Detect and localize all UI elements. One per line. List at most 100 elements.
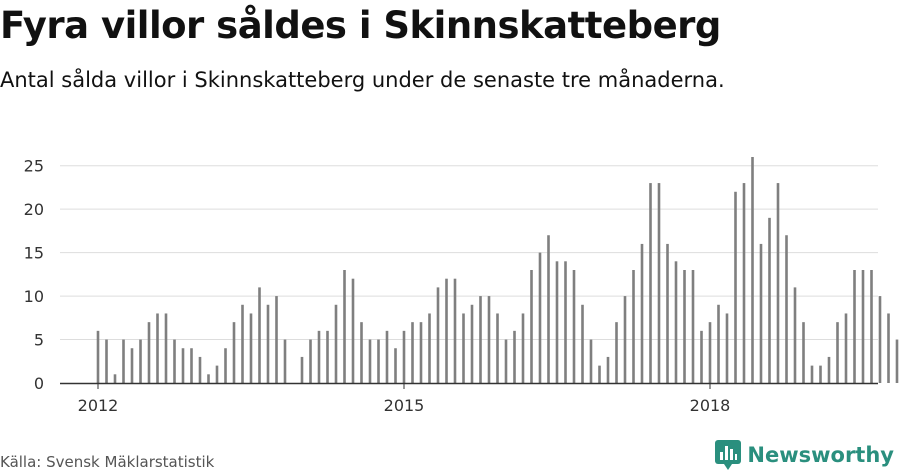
bar bbox=[895, 339, 899, 383]
chart-title: Fyra villor såldes i Skinnskatteberg bbox=[0, 4, 721, 47]
bar bbox=[164, 313, 168, 383]
y-tick-label: 10 bbox=[24, 287, 44, 306]
bar bbox=[436, 287, 440, 383]
bar bbox=[198, 356, 202, 383]
bar bbox=[708, 322, 712, 383]
brand-logo: Newsworthy bbox=[715, 440, 894, 470]
bar bbox=[258, 287, 261, 383]
bar bbox=[725, 313, 729, 383]
chart-subtitle: Antal sålda villor i Skinnskatteberg und… bbox=[0, 68, 725, 92]
bar bbox=[385, 330, 389, 383]
y-tick-label: 0 bbox=[34, 374, 44, 393]
bar bbox=[691, 270, 695, 383]
bar bbox=[683, 270, 686, 383]
bar bbox=[581, 304, 584, 383]
bar bbox=[657, 183, 661, 383]
bar bbox=[674, 261, 678, 383]
bar bbox=[878, 296, 882, 383]
bar bbox=[394, 348, 397, 383]
bar bbox=[479, 296, 482, 383]
bar bbox=[453, 278, 457, 383]
bar bbox=[351, 278, 355, 383]
bar bbox=[870, 270, 873, 383]
bar bbox=[326, 330, 329, 383]
x-tick-label: 2018 bbox=[690, 396, 731, 415]
bar bbox=[751, 157, 754, 383]
bar bbox=[572, 270, 576, 383]
bar bbox=[462, 313, 465, 383]
bar bbox=[649, 183, 652, 383]
bar bbox=[419, 322, 423, 383]
x-tick-label: 2012 bbox=[78, 396, 119, 415]
bar bbox=[640, 243, 644, 383]
y-axis-ticks: 0 5 10 15 20 25 bbox=[24, 157, 44, 393]
bar bbox=[530, 270, 533, 383]
bar bbox=[130, 348, 134, 383]
bar bbox=[241, 304, 244, 383]
bar bbox=[589, 339, 593, 383]
bar bbox=[844, 313, 848, 383]
bar bbox=[377, 339, 380, 383]
bar bbox=[666, 243, 669, 383]
bar bbox=[470, 304, 474, 383]
bar bbox=[173, 339, 176, 383]
y-tick-label: 15 bbox=[24, 244, 44, 263]
bar bbox=[266, 304, 270, 383]
brand-name: Newsworthy bbox=[747, 443, 894, 467]
bar bbox=[810, 365, 814, 383]
bar bbox=[827, 356, 831, 383]
y-tick-label: 5 bbox=[34, 331, 44, 350]
bar bbox=[368, 339, 372, 383]
bar bbox=[768, 217, 771, 383]
bar bbox=[334, 304, 338, 383]
bar bbox=[555, 261, 559, 383]
bar bbox=[547, 235, 550, 383]
bar bbox=[309, 339, 312, 383]
bar bbox=[776, 183, 780, 383]
y-tick-label: 25 bbox=[24, 157, 44, 176]
bars bbox=[96, 157, 899, 383]
bar bbox=[742, 183, 746, 383]
bar bbox=[113, 374, 117, 383]
bar bbox=[521, 313, 525, 383]
newsworthy-logo-icon bbox=[715, 440, 742, 470]
bar bbox=[181, 348, 185, 383]
bar bbox=[156, 313, 159, 383]
bar bbox=[139, 339, 142, 383]
bar bbox=[343, 270, 346, 383]
bar bbox=[496, 313, 499, 383]
bar bbox=[402, 330, 406, 383]
bar bbox=[275, 296, 278, 383]
bar bbox=[360, 322, 363, 383]
bar bbox=[632, 270, 635, 383]
bar bbox=[606, 356, 610, 383]
bar bbox=[717, 304, 720, 383]
bar bbox=[802, 322, 805, 383]
bar bbox=[105, 339, 108, 383]
bar bbox=[513, 330, 516, 383]
bar bbox=[623, 296, 627, 383]
bar bbox=[887, 313, 890, 383]
bar bbox=[96, 330, 100, 383]
source-note: Källa: Svensk Mäklarstatistik bbox=[0, 453, 215, 471]
bar bbox=[283, 339, 287, 383]
bar bbox=[249, 313, 253, 383]
bar bbox=[793, 287, 797, 383]
bar bbox=[207, 374, 210, 383]
y-tick-label: 20 bbox=[24, 200, 44, 219]
bar bbox=[147, 322, 151, 383]
bar bbox=[300, 356, 304, 383]
bar bbox=[853, 270, 856, 383]
bar bbox=[564, 261, 567, 383]
bar bbox=[122, 339, 125, 383]
bar bbox=[598, 365, 601, 383]
bar bbox=[819, 365, 822, 383]
bar bbox=[232, 322, 236, 383]
bar bbox=[224, 348, 227, 383]
bar bbox=[861, 270, 865, 383]
bar bbox=[734, 191, 737, 383]
bar bbox=[700, 330, 703, 383]
bar bbox=[504, 339, 508, 383]
grid-lines bbox=[60, 165, 878, 341]
